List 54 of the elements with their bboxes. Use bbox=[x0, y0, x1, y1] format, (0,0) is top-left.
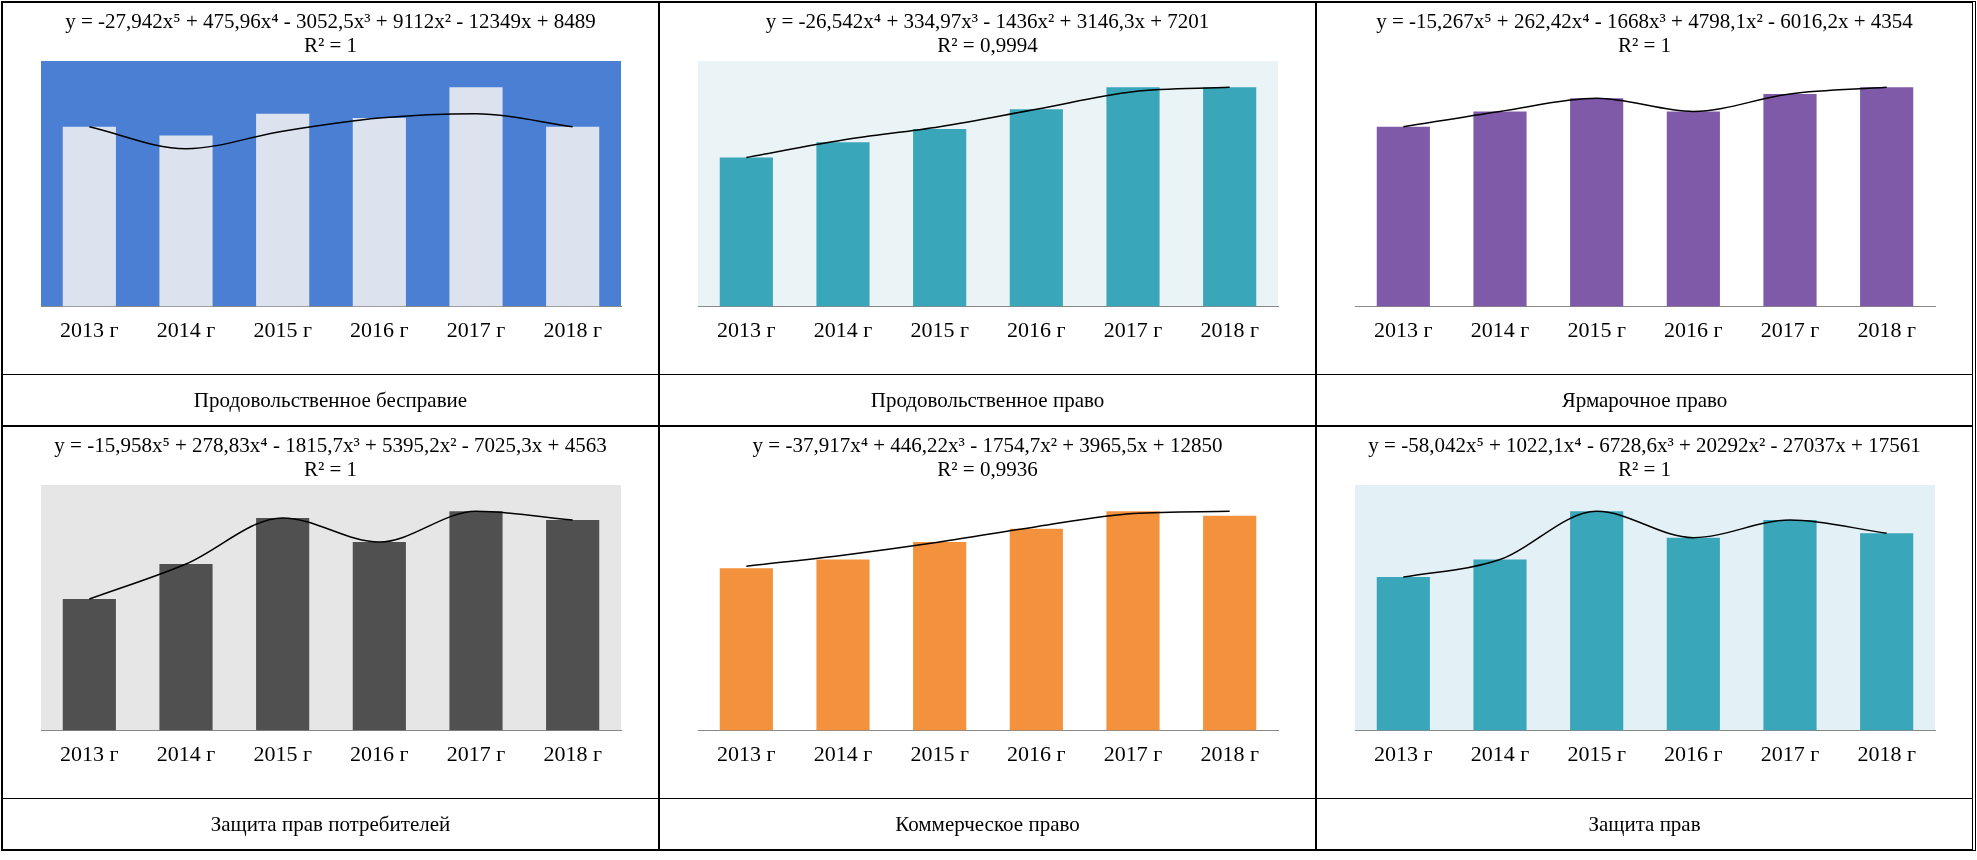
x-tick-label: 2015 г bbox=[252, 740, 312, 766]
text: Продовольственное право bbox=[660, 374, 1315, 425]
chart-title: y = -15,958x⁵ + 278,83x⁴ - 1815,7x³ + 5395,2x² - 7025,3x + 4563 bbox=[53, 433, 608, 457]
x-tick-label: 2014 г bbox=[1470, 316, 1529, 342]
text: Защита прав потребителей bbox=[3, 798, 658, 849]
x-tick-label: 2015 г bbox=[909, 316, 969, 342]
chart-title: y = -26,542x⁴ + 334,97x³ - 1436x² + 3146,3x + 7201 bbox=[764, 9, 1211, 33]
x-tick-label: 2017 г bbox=[1103, 316, 1162, 342]
text: Продовольственное бесправие bbox=[3, 374, 658, 425]
x-tick-label: 2018 г bbox=[1856, 740, 1916, 766]
chart-subtitle: R² = 1 bbox=[303, 457, 358, 481]
x-tick-label: 2013 г bbox=[716, 316, 776, 342]
x-tick-label: 2015 г bbox=[909, 740, 969, 766]
x-tick-label: 2014 г bbox=[1470, 740, 1529, 766]
chart-subtitle: R² = 0,9936 bbox=[937, 457, 1038, 481]
x-tick-label: 2017 г bbox=[1103, 740, 1162, 766]
chart-subtitle: R² = 1 bbox=[1617, 33, 1672, 57]
x-tick-label: 2013 г bbox=[1373, 740, 1433, 766]
chart-subtitle: R² = 1 bbox=[1617, 457, 1672, 481]
text: Коммерческое право bbox=[660, 798, 1315, 849]
x-tick-label: 2014 г bbox=[156, 316, 215, 342]
chart-subtitle: R² = 0,9994 bbox=[937, 33, 1038, 57]
chart-title: y = -58,042x⁵ + 1022,1x⁴ - 6728,6x³ + 20292x² - 27037x + 17561 bbox=[1367, 433, 1922, 457]
x-tick-label: 2017 г bbox=[1760, 740, 1819, 766]
x-tick-label: 2017 г bbox=[446, 316, 505, 342]
x-tick-label: 2016 г bbox=[349, 740, 409, 766]
x-tick-label: 2014 г bbox=[156, 740, 215, 766]
x-tick-label: 2018 г bbox=[1199, 740, 1259, 766]
x-tick-label: 2018 г bbox=[542, 316, 602, 342]
x-tick-label: 2013 г bbox=[59, 316, 119, 342]
x-tick-label: 2015 г bbox=[252, 316, 312, 342]
x-tick-label: 2016 г bbox=[1663, 740, 1723, 766]
x-tick-label: 2013 г bbox=[716, 740, 776, 766]
chart-subtitle: R² = 1 bbox=[303, 33, 358, 57]
x-tick-label: 2014 г bbox=[813, 740, 872, 766]
x-tick-label: 2015 г bbox=[1566, 740, 1626, 766]
x-tick-label: 2018 г bbox=[1856, 316, 1916, 342]
x-tick-label: 2016 г bbox=[1006, 316, 1066, 342]
chart-title: y = -37,917x⁴ + 446,22x³ - 1754,7x² + 3965,5x + 12850 bbox=[751, 433, 1224, 457]
text: Защита прав bbox=[1317, 798, 1972, 849]
x-tick-label: 2016 г bbox=[1663, 316, 1723, 342]
x-tick-label: 2013 г bbox=[1373, 316, 1433, 342]
x-tick-label: 2018 г bbox=[1199, 316, 1259, 342]
x-tick-label: 2013 г bbox=[59, 740, 119, 766]
x-tick-label: 2017 г bbox=[446, 740, 505, 766]
x-tick-label: 2016 г bbox=[1006, 740, 1066, 766]
x-tick-label: 2018 г bbox=[542, 740, 602, 766]
x-tick-label: 2016 г bbox=[349, 316, 409, 342]
chart-title: y = -27,942x⁵ + 475,96x⁴ - 3052,5x³ + 9112x² - 12349x + 8489 bbox=[64, 9, 597, 33]
x-tick-label: 2014 г bbox=[813, 316, 872, 342]
x-tick-label: 2017 г bbox=[1760, 316, 1819, 342]
chart-title: y = -15,267x⁵ + 262,42x⁴ - 1668x³ + 4798,1x² - 6016,2x + 4354 bbox=[1375, 9, 1914, 33]
x-tick-label: 2015 г bbox=[1566, 316, 1626, 342]
text: Ярмарочное право bbox=[1317, 374, 1972, 425]
